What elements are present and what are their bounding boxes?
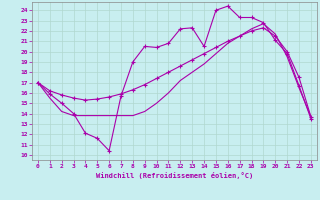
X-axis label: Windchill (Refroidissement éolien,°C): Windchill (Refroidissement éolien,°C): [96, 172, 253, 179]
